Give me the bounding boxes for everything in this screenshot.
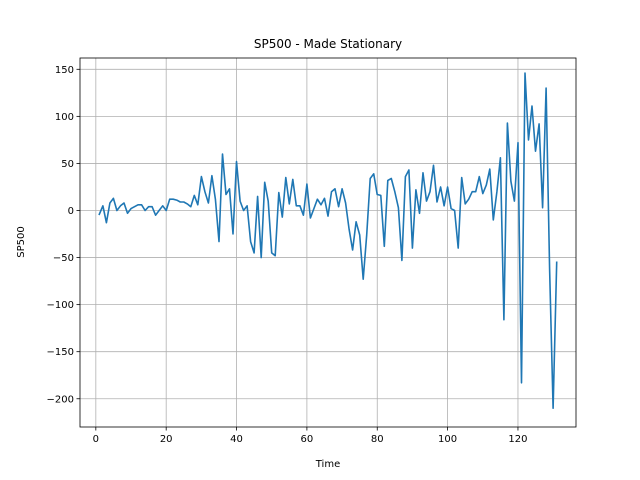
grid: [80, 58, 576, 427]
x-tick-label: 0: [93, 434, 99, 445]
x-axis-label: Time: [315, 459, 340, 470]
x-tick-label: 120: [508, 434, 527, 445]
y-tick-label: 100: [55, 112, 74, 123]
x-tick-label: 20: [160, 434, 173, 445]
chart-title: SP500 - Made Stationary: [254, 37, 402, 51]
y-tick-label: 150: [55, 65, 74, 76]
plot-frame: [79, 57, 577, 428]
x-tick-label: 100: [438, 434, 457, 445]
series-layer: [98, 72, 558, 410]
y-axis-label: SP500: [16, 226, 27, 257]
y-tick-label: 0: [68, 206, 74, 217]
x-tick-label: 80: [371, 434, 384, 445]
x-axis: 0 20 40 60 80 100 120: [93, 427, 528, 445]
x-tick-label: 60: [301, 434, 314, 445]
series-line: [98, 72, 558, 410]
y-tick-label: −100: [47, 300, 74, 311]
y-axis: −200 −150 −100 −50 0 50 100 150: [47, 65, 80, 405]
y-tick-label: −200: [47, 394, 74, 405]
y-tick-label: −50: [53, 253, 74, 264]
y-tick-label: 50: [61, 159, 74, 170]
y-tick-label: −150: [47, 347, 74, 358]
x-tick-label: 40: [230, 434, 243, 445]
